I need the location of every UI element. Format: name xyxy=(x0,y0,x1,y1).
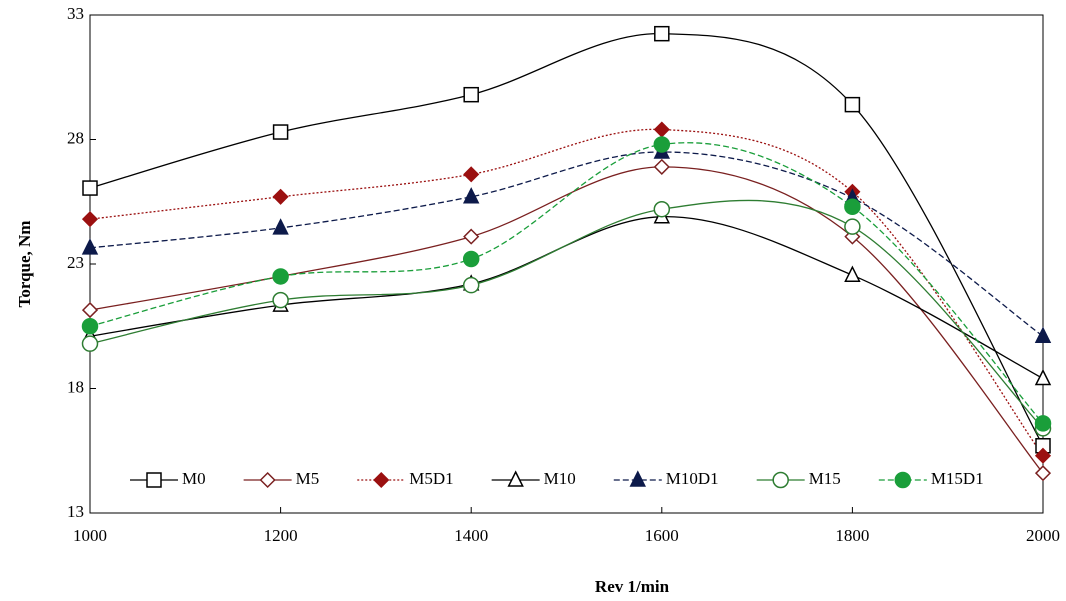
marker xyxy=(272,218,289,235)
y-tick-label: 13 xyxy=(67,502,84,521)
marker xyxy=(629,470,646,487)
marker xyxy=(653,200,671,218)
y-tick-label: 28 xyxy=(67,128,84,147)
marker xyxy=(272,188,289,205)
marker xyxy=(462,250,480,268)
legend-label: M10D1 xyxy=(666,469,719,488)
x-tick-label: 1400 xyxy=(454,526,488,545)
marker xyxy=(1034,368,1052,386)
series-line xyxy=(89,128,1044,457)
marker xyxy=(1034,447,1052,464)
series-line xyxy=(89,142,1044,424)
x-tick-label: 1200 xyxy=(264,526,298,545)
marker xyxy=(844,198,861,215)
marker xyxy=(844,265,861,282)
legend-item: M10 xyxy=(491,469,576,488)
x-axis-title: Rev 1/min xyxy=(595,577,670,596)
marker xyxy=(373,471,390,489)
marker xyxy=(894,471,912,489)
marker xyxy=(81,238,99,255)
marker xyxy=(463,166,480,183)
x-tick-label: 1600 xyxy=(645,526,679,545)
x-tick-label: 1800 xyxy=(835,526,869,545)
legend-item: M15D1 xyxy=(878,469,984,489)
legend-label: M10 xyxy=(544,469,576,488)
y-tick-label: 23 xyxy=(67,253,84,272)
y-tick-label: 33 xyxy=(67,4,84,23)
marker xyxy=(81,318,99,335)
marker xyxy=(653,136,671,153)
marker xyxy=(81,211,99,228)
marker xyxy=(653,158,670,175)
marker xyxy=(507,470,524,487)
marker xyxy=(146,472,162,488)
legend-label: M15D1 xyxy=(931,469,984,488)
legend-item: M5 xyxy=(243,469,320,489)
marker xyxy=(1034,415,1052,432)
x-tick-label: 2000 xyxy=(1026,526,1060,545)
marker xyxy=(81,302,99,319)
marker xyxy=(654,25,670,42)
legend-label: M5D1 xyxy=(409,469,453,488)
legend-item: M0 xyxy=(130,469,206,488)
series-line xyxy=(89,151,1044,337)
marker xyxy=(844,96,861,113)
legend-item: M10D1 xyxy=(613,469,719,488)
legend-label: M0 xyxy=(182,469,206,488)
marker xyxy=(1034,326,1052,343)
marker xyxy=(653,121,670,138)
series-line xyxy=(89,33,1044,447)
marker xyxy=(259,471,276,489)
marker xyxy=(844,218,861,235)
marker xyxy=(272,291,289,309)
marker xyxy=(81,335,99,352)
series-line xyxy=(89,216,1044,380)
series-line xyxy=(89,166,1044,474)
series-line xyxy=(89,199,1044,429)
y-axis-title: Torque, Nm xyxy=(15,221,34,308)
marker xyxy=(772,471,789,489)
legend-label: M15 xyxy=(809,469,841,488)
marker xyxy=(462,276,480,294)
legend-item: M5D1 xyxy=(357,469,454,489)
marker xyxy=(463,228,480,245)
legend-item: M15 xyxy=(756,469,841,489)
marker xyxy=(82,180,98,196)
marker xyxy=(463,86,479,103)
legend-label: M5 xyxy=(296,469,320,488)
x-tick-label: 1000 xyxy=(73,526,107,545)
marker xyxy=(1034,465,1052,482)
y-tick-label: 18 xyxy=(67,377,84,396)
legend: M0 M5 M5D1 M10 M10D1 M15 M15D1 xyxy=(130,469,984,489)
marker xyxy=(462,187,480,204)
marker xyxy=(272,268,289,285)
marker xyxy=(272,124,289,140)
